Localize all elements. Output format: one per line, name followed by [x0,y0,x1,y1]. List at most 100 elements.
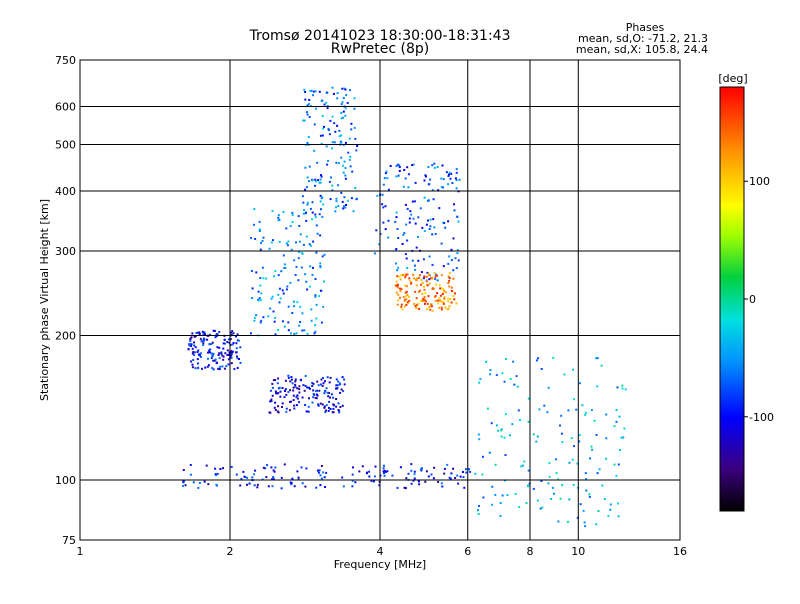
data-point [400,303,403,306]
data-point [302,243,305,246]
data-point [383,464,385,467]
data-point [413,477,416,480]
data-point [306,203,309,206]
data-point [585,478,587,480]
data-point [322,382,325,385]
data-point [341,87,344,90]
data-point [219,468,222,470]
data-point [395,211,398,214]
data-point [485,360,488,363]
data-point [405,295,407,298]
data-point [227,363,230,366]
data-point [441,287,444,290]
data-point [277,377,280,380]
data-point [429,218,432,221]
data-point [308,386,310,389]
data-point [427,475,430,478]
data-point [454,257,457,260]
data-point [511,423,514,426]
colorbar-tick-label: 0 [749,293,756,306]
data-point [230,354,233,357]
data-point [304,91,307,93]
data-point [404,299,407,301]
data-point [299,321,302,323]
data-point [415,284,418,287]
data-point [314,278,317,280]
data-point [304,485,307,488]
data-point [271,295,274,298]
data-point [330,393,333,396]
data-point [300,466,303,469]
data-point [578,440,581,443]
data-point [588,493,591,496]
data-point [412,273,415,276]
data-point [428,255,431,258]
data-point [561,484,564,487]
data-point [618,415,621,418]
data-point [434,275,437,278]
data-point [573,445,575,448]
data-point [246,476,248,479]
data-point [398,170,401,172]
data-point [319,265,322,268]
data-point [450,290,453,292]
data-point [431,276,434,279]
data-point [328,381,331,384]
data-point [286,285,289,288]
data-point [230,465,233,468]
data-point [512,360,515,363]
data-point [223,367,226,370]
data-point [309,89,312,92]
data-point [425,275,428,278]
data-point [200,352,203,355]
data-point [230,356,233,359]
data-point [316,161,319,164]
data-point [223,342,226,345]
data-point [305,280,308,283]
data-point [450,248,453,251]
data-point [422,285,425,288]
data-point [552,356,555,359]
data-point [258,297,261,300]
data-point [440,301,443,303]
data-point [271,386,274,389]
data-point [376,194,379,197]
data-point [270,297,273,300]
data-point [211,341,214,344]
data-point [350,197,353,200]
data-point [504,413,507,416]
data-point [336,97,339,100]
data-point [553,492,555,495]
data-point [324,380,326,383]
data-point [424,300,427,303]
data-point [230,333,233,336]
data-point [331,115,334,118]
data-point [414,290,417,293]
data-point [319,178,322,181]
data-point [295,396,298,399]
data-point [440,177,443,180]
x-tick-label: 4 [377,545,384,558]
data-point [489,373,492,376]
data-point [457,259,460,262]
data-point [491,485,494,488]
data-point [547,386,550,389]
data-point [314,90,317,93]
data-point [557,478,560,481]
data-point [259,321,262,324]
data-point [361,465,364,468]
data-point [325,404,328,407]
data-point [527,397,530,400]
x-tick-label: 8 [527,545,534,558]
data-point [431,233,434,236]
data-point [328,392,330,394]
data-point [351,170,354,173]
data-point [272,469,275,472]
data-point [350,128,353,131]
data-point [292,399,295,402]
x-axis-label: Frequency [MHz] [334,558,426,571]
data-point [294,274,297,276]
data-point [274,409,277,411]
data-point [305,219,308,222]
data-point [403,300,406,303]
